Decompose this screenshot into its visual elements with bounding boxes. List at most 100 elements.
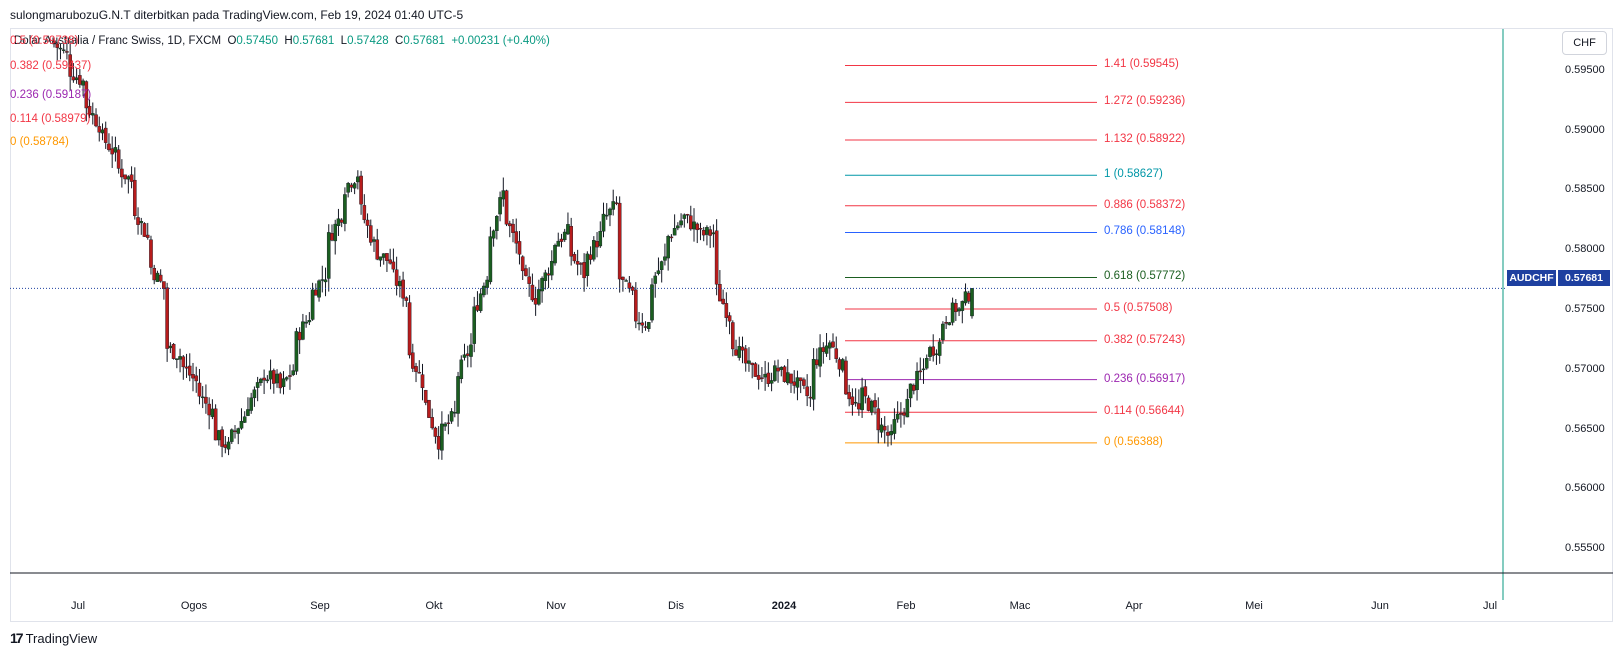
candle-body xyxy=(698,228,703,230)
candle-body xyxy=(391,261,396,270)
candle-body xyxy=(827,342,832,349)
y-tick-label: 0.56500 xyxy=(1565,422,1605,435)
candle-body xyxy=(326,232,331,279)
candle-body xyxy=(152,267,157,281)
candle-body xyxy=(420,374,425,389)
candle-body xyxy=(55,43,60,48)
candle-body xyxy=(265,379,270,382)
fib-label-1.41: 1.41 (0.59545) xyxy=(1104,58,1179,71)
candle-body xyxy=(869,400,874,413)
candle-body xyxy=(394,269,399,286)
candle-body xyxy=(381,253,386,258)
candle-body xyxy=(158,274,163,282)
candle-body xyxy=(621,276,625,280)
candle-body xyxy=(656,270,661,274)
candle-body xyxy=(123,174,127,180)
candle-body xyxy=(902,412,906,416)
candle-body xyxy=(834,348,839,359)
candle-body xyxy=(837,359,842,370)
y-tick-label: 0.56000 xyxy=(1565,482,1605,495)
candle-body xyxy=(921,368,926,371)
candle-body xyxy=(475,305,480,311)
y-tick-label: 0.59000 xyxy=(1565,123,1605,136)
tradingview-logo-icon: 17 xyxy=(10,630,24,646)
candle-body xyxy=(950,302,955,323)
candle-body xyxy=(417,371,422,374)
candle-body xyxy=(549,261,554,276)
candle-body xyxy=(504,190,509,225)
candle-body xyxy=(440,423,444,451)
candle-body xyxy=(963,291,968,304)
candle-body xyxy=(614,202,619,204)
high-label: H xyxy=(284,35,293,47)
candle-body xyxy=(365,219,370,226)
candle-body xyxy=(520,256,525,272)
candle-body xyxy=(743,348,748,364)
candle-body xyxy=(611,201,616,210)
candle-body xyxy=(931,346,936,356)
candle-body xyxy=(766,372,771,384)
candle-body xyxy=(129,174,134,182)
candle-body xyxy=(349,184,354,188)
candle-body xyxy=(294,331,299,372)
candle-body xyxy=(879,424,884,433)
candle-body xyxy=(136,217,140,225)
candle-body xyxy=(637,322,641,325)
candle-body xyxy=(811,358,816,400)
candle-body xyxy=(579,263,583,265)
candle-body xyxy=(572,254,577,262)
candle-body xyxy=(604,214,609,217)
candle-body xyxy=(155,272,160,282)
candle-body xyxy=(714,230,719,285)
candle-body xyxy=(653,275,658,284)
candle-body xyxy=(336,218,341,226)
candle-body xyxy=(970,288,974,317)
candle-body xyxy=(514,231,519,244)
candle-body xyxy=(802,379,806,386)
y-tick-label: 0.58500 xyxy=(1565,183,1605,196)
fib-left-label-4: 0 (0.58784) xyxy=(10,136,69,148)
candle-body xyxy=(511,223,515,233)
candle-body xyxy=(721,298,725,304)
candle-body xyxy=(74,77,79,81)
candle-body xyxy=(307,320,312,323)
fib-left-label-3: 0.114 (0.58979) xyxy=(10,113,91,125)
candle-body xyxy=(821,347,826,352)
candle-body xyxy=(223,444,228,448)
candle-body xyxy=(410,352,415,369)
candle-body xyxy=(850,396,855,405)
candle-body xyxy=(139,220,144,224)
candle-body xyxy=(601,213,606,232)
fib-label-0.886: 0.886 (0.58372) xyxy=(1104,198,1186,211)
candle-body xyxy=(685,214,690,216)
candle-body xyxy=(792,381,797,386)
candle-body xyxy=(886,431,890,436)
x-tick-label: Ogos xyxy=(180,600,208,612)
candle-body xyxy=(184,366,189,369)
candle-body xyxy=(197,382,202,397)
tradingview-logo[interactable]: 17 TradingView xyxy=(10,630,97,646)
candle-body xyxy=(272,370,276,384)
candle-body xyxy=(71,76,76,81)
candle-body xyxy=(608,208,612,216)
candle-body xyxy=(595,241,599,248)
candle-body xyxy=(498,197,502,215)
x-tick-label: Nov xyxy=(546,600,566,612)
currency-button[interactable]: CHF xyxy=(1562,31,1607,55)
candle-body xyxy=(585,253,590,277)
candle-body xyxy=(798,377,803,382)
candle-body xyxy=(546,273,551,276)
candle-body xyxy=(543,272,548,281)
x-tick-label: 2024 xyxy=(771,600,797,612)
candle-body xyxy=(107,143,111,151)
x-tick-label: Sep xyxy=(310,600,330,612)
candle-body xyxy=(666,235,670,259)
candle-body xyxy=(113,147,118,153)
candle-body xyxy=(58,47,63,50)
candle-body xyxy=(934,353,939,356)
candle-body xyxy=(204,396,208,404)
candle-body xyxy=(200,396,205,399)
candle-body xyxy=(220,429,224,447)
change-value: +0.00231 (+0.40%) xyxy=(451,35,550,47)
